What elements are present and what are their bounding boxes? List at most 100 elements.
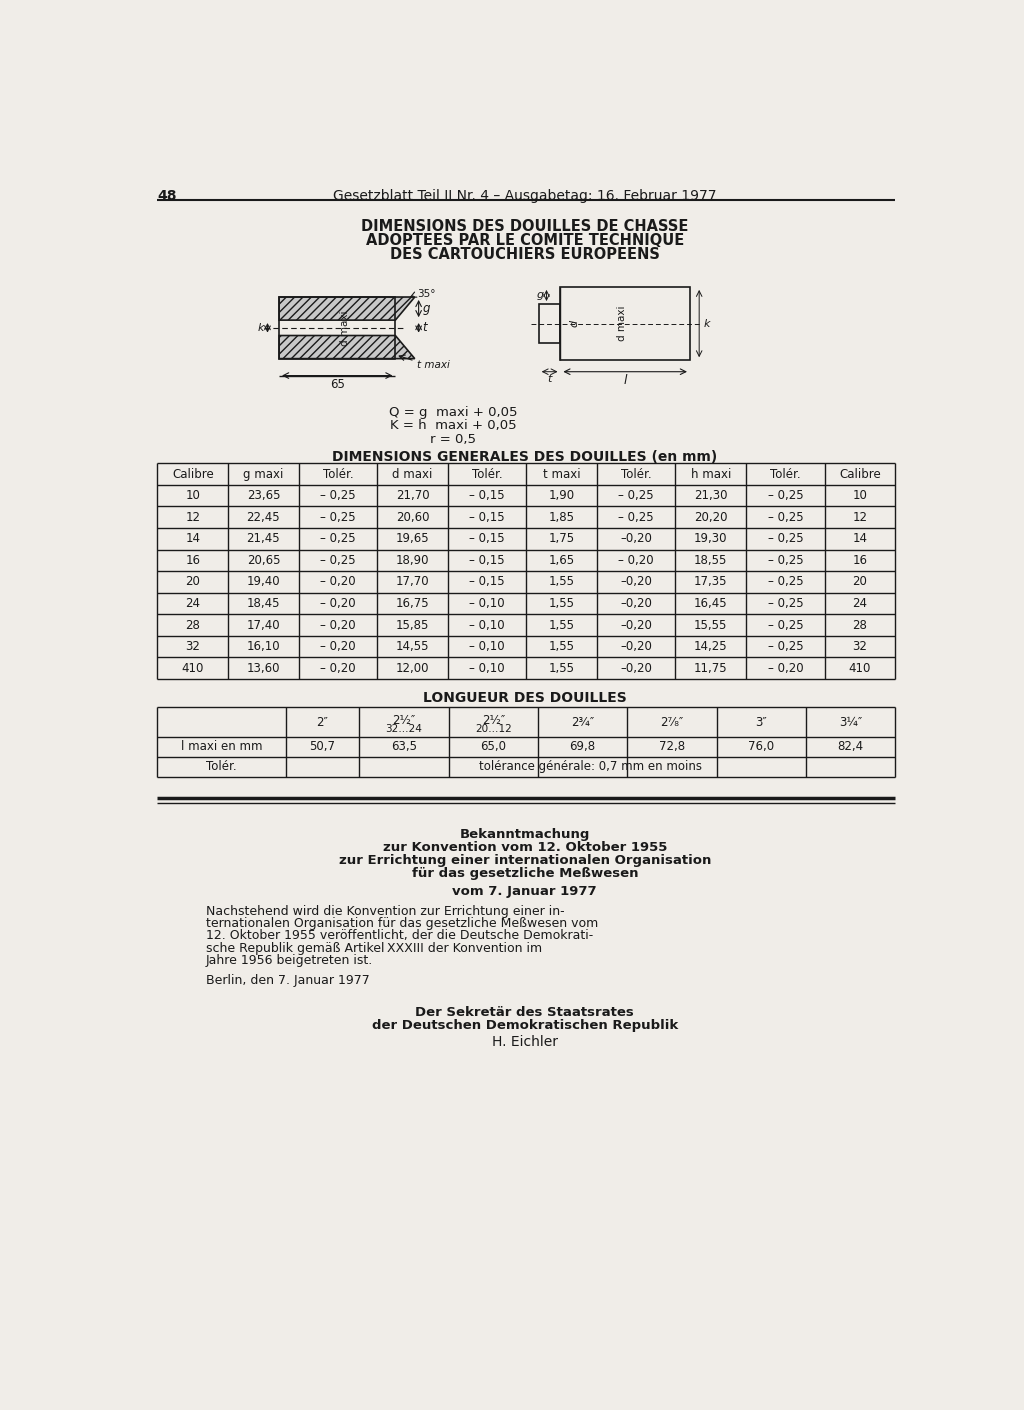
Polygon shape — [280, 336, 415, 358]
Text: 1,55: 1,55 — [549, 619, 574, 632]
Text: – 0,25: – 0,25 — [321, 533, 355, 546]
Text: 2⁷⁄₈″: 2⁷⁄₈″ — [660, 715, 684, 729]
Text: 20,20: 20,20 — [694, 510, 727, 523]
Text: 410: 410 — [181, 661, 204, 674]
Text: 65,0: 65,0 — [480, 740, 506, 753]
Text: 15,85: 15,85 — [396, 619, 429, 632]
Text: – 0,25: – 0,25 — [768, 533, 803, 546]
Text: – 0,15: – 0,15 — [469, 575, 505, 588]
Text: 10: 10 — [185, 489, 201, 502]
Text: vom 7. Januar 1977: vom 7. Januar 1977 — [453, 885, 597, 898]
Text: 24: 24 — [185, 596, 201, 611]
Text: g: g — [423, 302, 430, 314]
Text: 14: 14 — [852, 533, 867, 546]
Text: 12: 12 — [852, 510, 867, 523]
Text: 32…24: 32…24 — [386, 723, 423, 733]
Text: 1,55: 1,55 — [549, 640, 574, 653]
Text: – 0,25: – 0,25 — [768, 640, 803, 653]
Text: Jahre 1956 beigetreten ist.: Jahre 1956 beigetreten ist. — [206, 953, 373, 967]
Text: –0,20: –0,20 — [621, 596, 652, 611]
Text: 72,8: 72,8 — [658, 740, 685, 753]
Text: 14,25: 14,25 — [694, 640, 728, 653]
Text: – 0,10: – 0,10 — [469, 661, 505, 674]
Text: 19,65: 19,65 — [395, 533, 429, 546]
Text: t maxi: t maxi — [417, 360, 450, 371]
Text: 2″: 2″ — [316, 715, 329, 729]
Text: – 0,25: – 0,25 — [321, 510, 355, 523]
Text: tolérance générale: 0,7 mm en moins: tolérance générale: 0,7 mm en moins — [479, 760, 701, 773]
Text: 32: 32 — [185, 640, 201, 653]
Text: –0,20: –0,20 — [621, 640, 652, 653]
Text: g: g — [537, 290, 544, 300]
Text: 17,70: 17,70 — [395, 575, 429, 588]
Text: DES CARTOUCHIERS EUROPEENS: DES CARTOUCHIERS EUROPEENS — [390, 247, 659, 262]
Text: – 0,20: – 0,20 — [321, 640, 355, 653]
Text: 1,65: 1,65 — [549, 554, 574, 567]
Text: – 0,10: – 0,10 — [469, 596, 505, 611]
Text: Calibre: Calibre — [172, 468, 214, 481]
Text: Q = g  maxi + 0,05: Q = g maxi + 0,05 — [389, 406, 518, 419]
Text: Tolér.: Tolér. — [770, 468, 801, 481]
Text: 69,8: 69,8 — [569, 740, 596, 753]
Text: 35°: 35° — [417, 289, 435, 299]
Text: g maxi: g maxi — [244, 468, 284, 481]
Text: 28: 28 — [185, 619, 201, 632]
Text: 2¾″: 2¾″ — [571, 715, 594, 729]
Text: 21,70: 21,70 — [395, 489, 429, 502]
Text: für das gesetzliche Meßwesen: für das gesetzliche Meßwesen — [412, 867, 638, 880]
Text: 16,45: 16,45 — [694, 596, 728, 611]
Text: – 0,25: – 0,25 — [618, 489, 654, 502]
Text: t maxi: t maxi — [543, 468, 581, 481]
Text: 18,45: 18,45 — [247, 596, 281, 611]
Text: 12: 12 — [185, 510, 201, 523]
Text: DIMENSIONS GENERALES DES DOUILLES (en mm): DIMENSIONS GENERALES DES DOUILLES (en mm… — [332, 450, 718, 464]
Text: 24: 24 — [852, 596, 867, 611]
Text: – 0,20: – 0,20 — [618, 554, 654, 567]
Text: – 0,15: – 0,15 — [469, 489, 505, 502]
Text: 2½″: 2½″ — [481, 715, 505, 728]
Text: 32: 32 — [853, 640, 867, 653]
Text: 1,55: 1,55 — [549, 575, 574, 588]
Polygon shape — [280, 298, 415, 320]
Text: zur Errichtung einer internationalen Organisation: zur Errichtung einer internationalen Org… — [339, 853, 711, 867]
Text: Tolér.: Tolér. — [206, 760, 237, 773]
Text: k: k — [703, 319, 711, 329]
Text: –0,20: –0,20 — [621, 533, 652, 546]
Text: 19,40: 19,40 — [247, 575, 281, 588]
Text: Berlin, den 7. Januar 1977: Berlin, den 7. Januar 1977 — [206, 974, 370, 987]
Text: 19,30: 19,30 — [694, 533, 727, 546]
Text: 63,5: 63,5 — [391, 740, 417, 753]
Text: Bekanntmachung: Bekanntmachung — [460, 828, 590, 840]
Text: 65: 65 — [330, 378, 345, 391]
Text: 76,0: 76,0 — [749, 740, 774, 753]
Text: Calibre: Calibre — [839, 468, 881, 481]
Text: 12,00: 12,00 — [396, 661, 429, 674]
Text: 20…12: 20…12 — [475, 723, 512, 733]
Text: 14,55: 14,55 — [396, 640, 429, 653]
Text: – 0,20: – 0,20 — [321, 596, 355, 611]
Text: – 0,15: – 0,15 — [469, 554, 505, 567]
Text: h maxi: h maxi — [690, 468, 731, 481]
Text: 13,60: 13,60 — [247, 661, 281, 674]
Text: – 0,25: – 0,25 — [321, 554, 355, 567]
Text: Der Sekretär des Staatsrates: Der Sekretär des Staatsrates — [416, 1007, 634, 1019]
Text: – 0,20: – 0,20 — [321, 575, 355, 588]
Text: 20,60: 20,60 — [396, 510, 429, 523]
Text: Tolér.: Tolér. — [621, 468, 651, 481]
Text: t: t — [423, 321, 427, 334]
Text: Nachstehend wird die Konvention zur Errichtung einer in-: Nachstehend wird die Konvention zur Erri… — [206, 905, 564, 918]
Text: ADOPTEES PAR LE COMITE TECHNIQUE: ADOPTEES PAR LE COMITE TECHNIQUE — [366, 233, 684, 248]
Text: 48: 48 — [158, 189, 177, 203]
Text: l maxi en mm: l maxi en mm — [181, 740, 262, 753]
Text: – 0,15: – 0,15 — [469, 510, 505, 523]
Text: zur Konvention vom 12. Oktober 1955: zur Konvention vom 12. Oktober 1955 — [383, 840, 667, 853]
Text: –0,20: –0,20 — [621, 661, 652, 674]
Text: – 0,10: – 0,10 — [469, 640, 505, 653]
Text: 16: 16 — [185, 554, 201, 567]
Text: 1,85: 1,85 — [549, 510, 574, 523]
Text: 1,75: 1,75 — [549, 533, 574, 546]
Text: ternationalen Organisation für das gesetzliche Meßwesen vom: ternationalen Organisation für das geset… — [206, 916, 598, 929]
Text: d maxi: d maxi — [340, 310, 350, 345]
Text: 17,35: 17,35 — [694, 575, 727, 588]
Text: 21,30: 21,30 — [694, 489, 727, 502]
